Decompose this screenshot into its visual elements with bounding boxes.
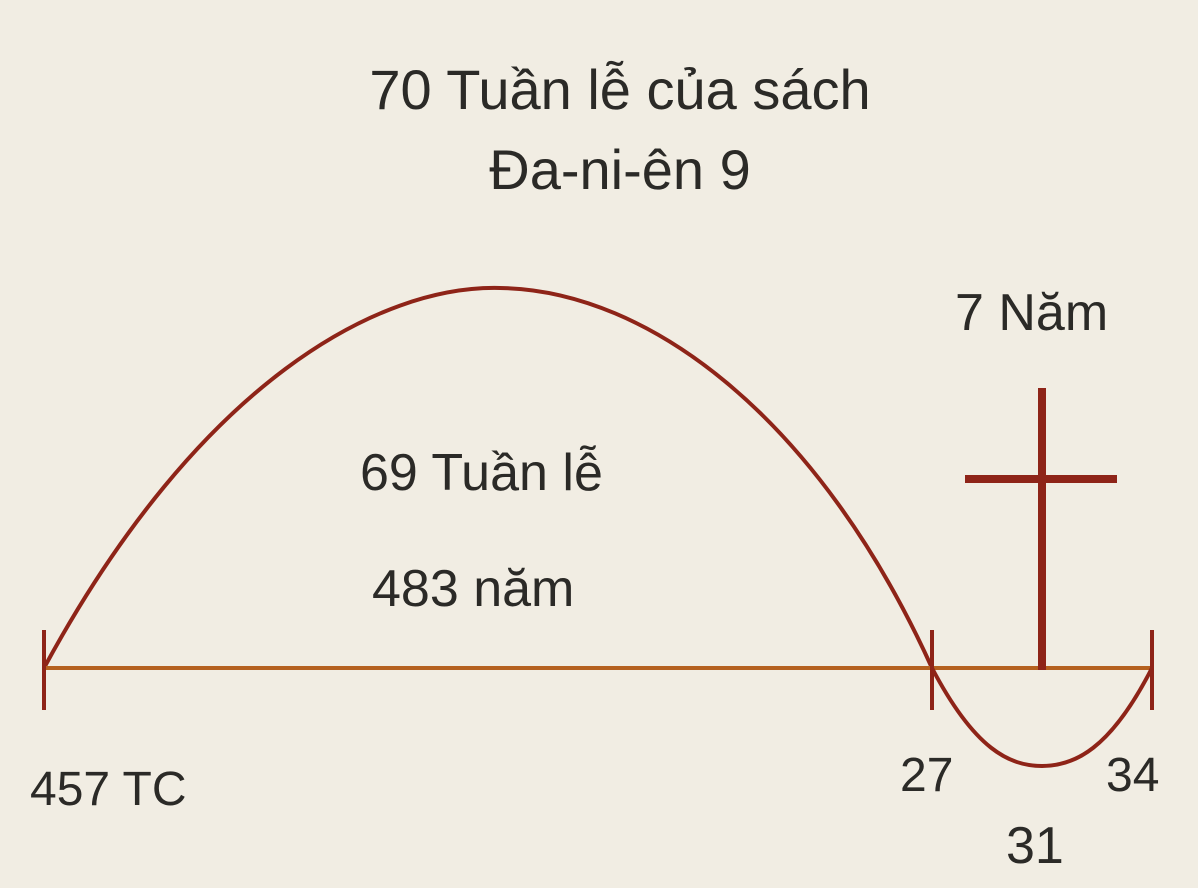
year-27-label: 27 [900, 749, 954, 802]
start-year-label: 457 TC [30, 763, 187, 816]
title-line-1: 70 Tuần lễ của sách [369, 58, 871, 121]
small-arc-years-label: 7 Năm [955, 284, 1109, 342]
year-31-label: 31 [1006, 817, 1064, 875]
big-arc-years-label: 483 năm [372, 560, 575, 618]
big-arc [42, 285, 934, 669]
cross-icon [965, 388, 1117, 670]
small-arc [930, 667, 1154, 769]
title-line-2: Đa-ni-ên 9 [489, 138, 751, 201]
year-34-label: 34 [1106, 749, 1160, 802]
big-arc-weeks-label: 69 Tuần lễ [360, 444, 603, 502]
